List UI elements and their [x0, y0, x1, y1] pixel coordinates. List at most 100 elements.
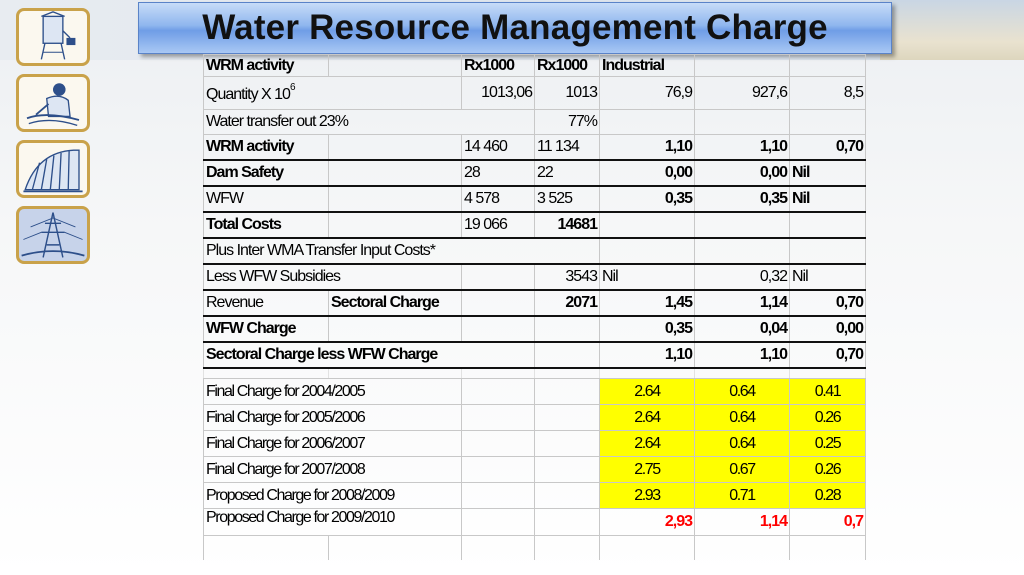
table-cell: [461, 404, 535, 431]
table-row: Final Charge for 2006/2007 2.64 0.64 0.2…: [203, 430, 866, 457]
header-cell: Rx1000: [461, 54, 535, 77]
table-cell: [328, 315, 462, 343]
table-cell: 927,6: [694, 76, 790, 110]
table-cell: 0.41: [789, 378, 866, 405]
table-cell: [599, 109, 695, 135]
table-cell: 76,9: [599, 76, 695, 110]
water-tower-icon: [16, 8, 90, 66]
table-row: Plus Inter WMA Transfer Input Costs*: [203, 237, 866, 265]
table-cell: 2071: [534, 289, 600, 317]
table-cell: 0,70: [789, 341, 866, 369]
table-cell: [461, 263, 535, 291]
table-cell: 0,35: [694, 185, 790, 213]
charge-table: WRM activity Rx1000 Rx1000 Industrial Qu…: [203, 54, 866, 560]
header-cell: [328, 54, 462, 77]
table-cell: [328, 185, 462, 213]
table-cell: [328, 535, 462, 560]
table-cell: 1,45: [599, 289, 695, 317]
table-row: Water transfer out 23% 77%: [203, 109, 866, 135]
row-label: WFW: [203, 185, 329, 213]
table-cell: [599, 535, 695, 560]
table-cell: 0,70: [789, 134, 866, 161]
table-row: Dam Safety 28 22 0,00 0,00 Nil: [203, 159, 866, 187]
table-row: WFW Charge 0,35 0,04 0,00: [203, 315, 866, 343]
row-label: WRM activity: [203, 134, 329, 161]
row-label: Final Charge for 2004/2005: [203, 378, 462, 405]
table-cell: [534, 404, 600, 431]
table-cell: 22: [534, 159, 600, 187]
table-cell: [203, 367, 329, 379]
table-cell: [461, 456, 535, 483]
table-cell: [461, 289, 535, 317]
table-cell: 2,93: [599, 508, 695, 536]
table-cell: [328, 211, 462, 239]
table-cell: 4 578: [461, 185, 535, 213]
row-label: Proposed Charge for 2009/2010: [203, 508, 462, 536]
table-row: Final Charge for 2005/2006 2.64 0.64 0.2…: [203, 404, 866, 431]
table-cell: Nil: [599, 263, 695, 291]
table-cell: 0.26: [789, 456, 866, 483]
table-row: Proposed Charge for 2009/2010 2,93 1,14 …: [203, 508, 866, 536]
row-label: Sectoral Charge less WFW Charge: [203, 341, 535, 369]
table-cell: 1013,06: [461, 76, 535, 110]
table-cell: 1,14: [694, 508, 790, 536]
quantity-exponent: 6: [289, 82, 296, 93]
header-cell: Rx1000: [534, 54, 600, 77]
table-cell: [461, 482, 535, 509]
farmer-icon: [16, 74, 90, 132]
table-cell: 2.75: [599, 456, 695, 483]
table-cell: [534, 430, 600, 457]
dam-wall-icon: [16, 140, 90, 198]
table-cell: [461, 367, 535, 379]
table-cell: 0,00: [694, 159, 790, 187]
table-row: Quantity X 106 1013,06 1013 76,9 927,6 8…: [203, 76, 866, 110]
header-cell: Industrial: [599, 54, 695, 77]
table-cell: 77%: [534, 109, 600, 135]
table-cell: 0,7: [789, 508, 866, 536]
quantity-label: Quantity X 10: [206, 86, 291, 103]
table-cell: [534, 535, 600, 560]
table-cell: 0.64: [694, 378, 790, 405]
table-cell: 1013: [534, 76, 600, 110]
table-cell: [599, 237, 695, 265]
table-cell: 0.67: [694, 456, 790, 483]
table-cell: [534, 378, 600, 405]
table-cell: Nil: [789, 263, 866, 291]
table-cell: 8,5: [789, 76, 866, 110]
row-label: Revenue: [203, 289, 329, 317]
table-cell: 0.71: [694, 482, 790, 509]
table-cell: Nil: [789, 159, 866, 187]
row-label: Water transfer out 23%: [203, 109, 535, 135]
table-cell: [461, 508, 535, 536]
table-cell: [694, 237, 790, 265]
table-cell: [599, 211, 695, 239]
table-cell: 0.64: [694, 404, 790, 431]
table-cell: 0,00: [599, 159, 695, 187]
row-label: Dam Safety: [203, 159, 329, 187]
table-row: Less WFW Subsidies 3543 Nil 0,32 Nil: [203, 263, 866, 291]
table-cell: 0,35: [599, 315, 695, 343]
table-cell: Nil: [789, 185, 866, 213]
title-bar: Water Resource Management Charge: [138, 2, 892, 54]
table-cell: 0,04: [694, 315, 790, 343]
table-cell: 14 460: [461, 134, 535, 161]
table-cell: [694, 211, 790, 239]
table-cell: [694, 535, 790, 560]
table-cell: 0,35: [599, 185, 695, 213]
table-row: Revenue Sectoral Charge 2071 1,45 1,14 0…: [203, 289, 866, 317]
table-cell: [534, 482, 600, 509]
table-cell: [461, 315, 535, 343]
table-cell: [534, 341, 600, 369]
table-cell: [328, 367, 462, 379]
table-cell: 1,10: [694, 341, 790, 369]
table-cell: Sectoral Charge: [328, 289, 462, 317]
table-row: Final Charge for 2004/2005 2.64 0.64 0.4…: [203, 378, 866, 405]
power-pylon-icon: [16, 206, 90, 264]
table-row: Total Costs 19 066 14681: [203, 211, 866, 239]
table-cell: 3543: [534, 263, 600, 291]
table-cell: [789, 535, 866, 560]
table-cell: [461, 378, 535, 405]
table-cell: [534, 315, 600, 343]
row-label: Final Charge for 2005/2006: [203, 404, 462, 431]
table-cell: 3 525: [534, 185, 600, 213]
